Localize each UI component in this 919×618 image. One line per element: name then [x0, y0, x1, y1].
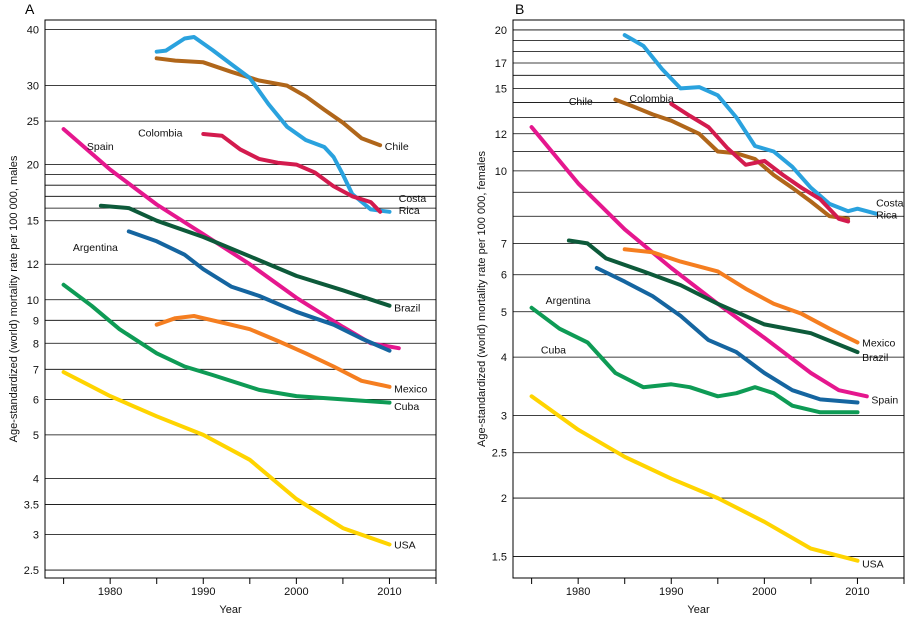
y-tick-label: 40 [27, 25, 39, 37]
series-line-spain [61, 127, 401, 351]
x-axis-title: Year [219, 604, 242, 616]
series-line-colombia [669, 101, 851, 224]
series-label-colombia: Colombia [138, 127, 183, 139]
x-axis-title: Year [687, 604, 710, 616]
series-label-spain: Spain [87, 141, 114, 153]
series-line-cuba [61, 282, 392, 405]
y-tick-label: 7 [501, 238, 507, 250]
y-tick-label: 30 [27, 81, 39, 93]
series-line-usa [61, 370, 392, 547]
y-tick-label: 20 [495, 25, 507, 37]
x-tick-label: 1990 [191, 586, 215, 598]
y-tick-label: 3.5 [24, 499, 39, 511]
y-tick-label: 6 [501, 270, 507, 282]
series-label-brazil: Brazil [394, 303, 420, 315]
x-tick-label: 1980 [98, 586, 122, 598]
y-tick-label: 6 [33, 394, 39, 406]
y-tick-label: 20 [27, 160, 39, 172]
y-tick-label: 2 [501, 493, 507, 505]
series-label-costa-rica: Rica [876, 209, 897, 221]
series-line-chile [613, 97, 851, 221]
series-label-usa: USA [394, 539, 416, 551]
plot-frame [44, 19, 437, 579]
y-tick-label: 15 [27, 216, 39, 228]
y-tick-label: 5 [501, 307, 507, 319]
series-label-cuba: Cuba [541, 345, 566, 357]
y-tick-label: 5 [33, 430, 39, 442]
x-tick-label: 2010 [845, 586, 869, 598]
y-tick-label: 9 [33, 315, 39, 327]
series-line-brazil [98, 203, 392, 308]
y-tick-label: 12 [27, 259, 39, 271]
y-tick-label: 4 [501, 352, 507, 364]
series-label-mexico: Mexico [394, 383, 427, 395]
y-tick-label: 3 [501, 411, 507, 423]
series-line-usa [529, 394, 860, 563]
series-label-brazil: Brazil [862, 352, 888, 364]
series-label-spain: Spain [871, 394, 898, 406]
series-line-argentina [126, 229, 392, 353]
series-label-mexico: Mexico [862, 337, 895, 349]
panel-letter: B [515, 1, 524, 17]
series-label-usa: USA [862, 558, 884, 570]
y-tick-label: 10 [27, 295, 39, 307]
y-tick-label: 1.5 [492, 552, 507, 564]
x-tick-label: 2000 [284, 586, 308, 598]
series-line-chile [154, 56, 383, 148]
series-label-costa-rica: Costa [876, 197, 904, 209]
y-axis-title: Age-standardized (world) mortality rate … [8, 155, 20, 442]
series-label-cuba: Cuba [394, 401, 419, 413]
series-line-colombia [201, 132, 383, 214]
series-line-mexico [622, 247, 860, 345]
x-tick-label: 2000 [752, 586, 776, 598]
x-tick-label: 2010 [377, 586, 401, 598]
y-tick-label: 4 [33, 473, 39, 485]
y-tick-label: 25 [27, 116, 39, 128]
y-tick-label: 2.5 [24, 565, 39, 577]
plot-frame [512, 19, 905, 579]
series-line-spain [529, 125, 869, 399]
series-label-argentina: Argentina [546, 295, 591, 307]
series-line-cuba [529, 305, 860, 415]
series-line-mexico [154, 314, 392, 389]
series-label-costa-rica: Costa [399, 193, 427, 205]
y-tick-label: 7 [33, 364, 39, 376]
series-line-costa-rica [622, 33, 879, 216]
panel-a: A 2.5 3 3.5 4 5 6 7 8 9 10 12 15 20 25 30 40 1980 1990 2000… [8, 1, 437, 616]
y-tick-label: 17 [495, 58, 507, 70]
series-line-brazil [566, 238, 860, 355]
panel-b: B 1.5 2 2.5 3 4 5 6 7 10 12 15 17 20 1980 1990 2000 2010 Y… [476, 1, 905, 616]
panel-letter: A [25, 1, 35, 17]
y-tick-label: 8 [33, 338, 39, 350]
y-tick-label: 2.5 [492, 448, 507, 460]
x-tick-label: 1990 [659, 586, 683, 598]
y-tick-label: 3 [33, 529, 39, 541]
y-tick-label: 15 [495, 83, 507, 95]
series-label-chile: Chile [385, 141, 409, 153]
series-label-argentina: Argentina [73, 242, 118, 254]
series-line-costa-rica [154, 35, 392, 214]
series-line-argentina [594, 266, 860, 405]
x-tick-label: 1980 [566, 586, 590, 598]
series-label-colombia: Colombia [629, 93, 674, 105]
y-axis-title: Age-standardized (world) mortality rate … [476, 151, 488, 447]
y-tick-label: 12 [495, 129, 507, 141]
series-label-chile: Chile [569, 96, 593, 108]
y-tick-label: 10 [495, 166, 507, 178]
series-label-costa-rica: Rica [399, 205, 420, 217]
